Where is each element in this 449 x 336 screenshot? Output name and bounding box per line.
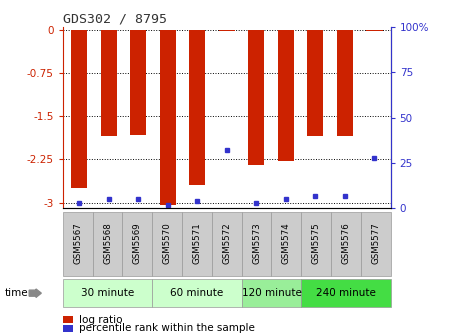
Text: 120 minute: 120 minute: [242, 288, 301, 298]
Text: GSM5575: GSM5575: [312, 223, 321, 264]
Text: 60 minute: 60 minute: [170, 288, 224, 298]
Text: time: time: [4, 288, 28, 298]
Bar: [337, 30, 353, 136]
Bar: [189, 30, 205, 185]
Text: GSM5570: GSM5570: [163, 223, 172, 264]
Text: GSM5567: GSM5567: [73, 223, 82, 264]
Bar: [71, 30, 87, 188]
Text: GSM5572: GSM5572: [222, 223, 231, 264]
Text: GDS302 / 8795: GDS302 / 8795: [63, 13, 167, 26]
Text: 30 minute: 30 minute: [81, 288, 134, 298]
Bar: [159, 30, 176, 205]
Text: GSM5568: GSM5568: [103, 223, 112, 264]
Text: GSM5571: GSM5571: [193, 223, 202, 264]
Bar: [248, 30, 264, 165]
Bar: [219, 30, 235, 31]
Text: 240 minute: 240 minute: [316, 288, 376, 298]
Bar: [366, 30, 383, 31]
Bar: [130, 30, 146, 135]
Text: percentile rank within the sample: percentile rank within the sample: [79, 323, 255, 333]
Text: log ratio: log ratio: [79, 314, 122, 325]
Text: GSM5573: GSM5573: [252, 223, 261, 264]
Bar: [101, 30, 117, 136]
Bar: [277, 30, 294, 161]
Text: GSM5577: GSM5577: [371, 223, 380, 264]
Text: GSM5569: GSM5569: [133, 223, 142, 264]
Text: GSM5574: GSM5574: [282, 223, 291, 264]
Bar: [307, 30, 323, 136]
Text: GSM5576: GSM5576: [341, 223, 350, 264]
